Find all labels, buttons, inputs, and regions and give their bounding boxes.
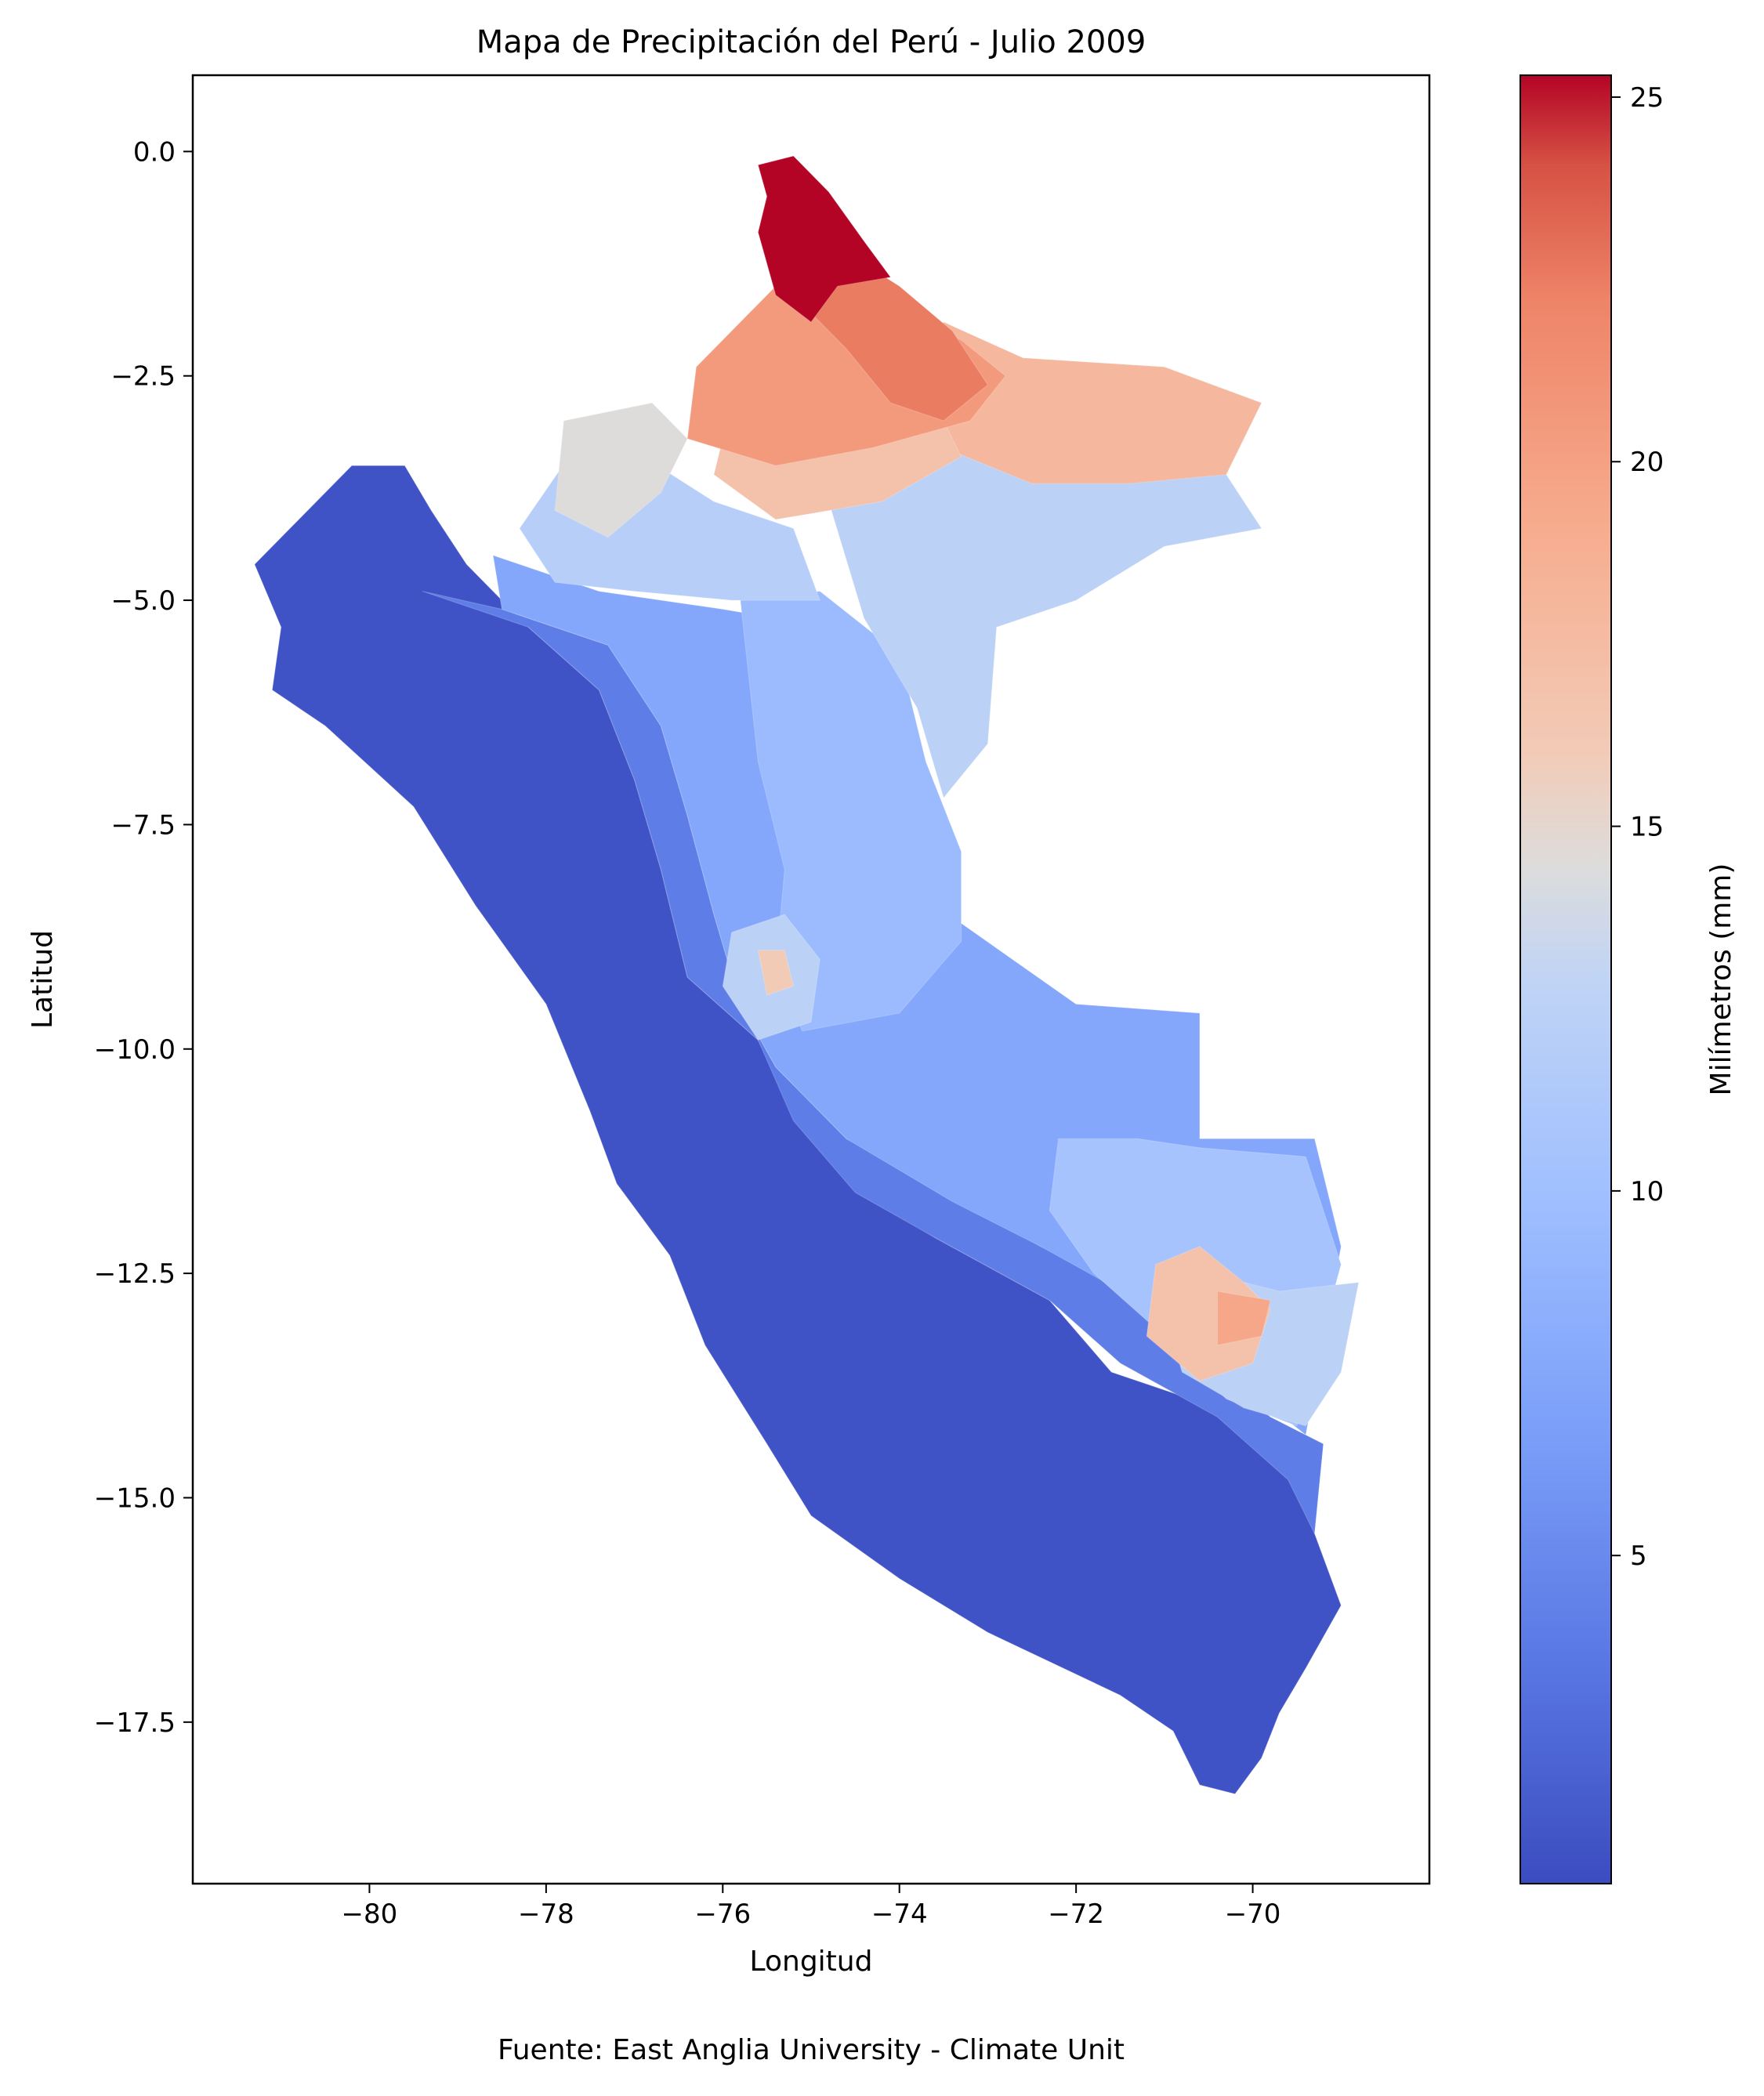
region-polygon (802, 241, 989, 422)
colorbar-tick-label: 15 (1630, 812, 1664, 843)
y-tick-label: −7.5 (110, 809, 176, 841)
y-tick-label: −5.0 (110, 585, 176, 617)
x-tick-label: −80 (342, 1899, 398, 1930)
y-axis-ticks: 0.0 −2.5 −5.0 −7.5 −10.0 −12.5 −15.0 −17.5 (94, 136, 193, 1739)
y-axis-label: Latitud (27, 930, 59, 1029)
colorbar (1520, 74, 1612, 1884)
chart-title: Mapa de Precipitación del Perú - Julio 2… (476, 24, 1146, 60)
colorbar-label: Milímetros (mm) (1705, 863, 1737, 1096)
x-tick-label: −70 (1225, 1899, 1281, 1930)
colorbar-tick-label: 20 (1630, 447, 1664, 478)
x-axis-label: Longitud (750, 1946, 873, 1978)
y-tick-label: −2.5 (110, 361, 176, 393)
source-note: Fuente: East Anglia University - Climate… (498, 2034, 1125, 2066)
x-tick-label: −76 (694, 1899, 751, 1930)
colorbar-tick-label: 5 (1630, 1540, 1647, 1572)
colorbar-ticks: 5 10 15 20 25 (1611, 82, 1664, 1572)
y-tick-label: −15.0 (94, 1482, 176, 1514)
y-tick-label: −12.5 (94, 1258, 176, 1290)
region-polygon (1146, 1246, 1271, 1382)
region-polygon (554, 402, 688, 538)
colorbar-tick-label: 10 (1630, 1176, 1664, 1207)
x-tick-label: −78 (518, 1899, 574, 1930)
x-tick-label: −72 (1048, 1899, 1104, 1930)
region-polygon (757, 155, 892, 323)
y-tick-label: −17.5 (94, 1707, 176, 1739)
x-tick-label: −74 (871, 1899, 928, 1930)
colorbar-tick-label: 25 (1630, 82, 1664, 114)
map-regions (254, 155, 1360, 1795)
region-polygon (757, 950, 795, 996)
y-tick-label: 0.0 (133, 136, 176, 168)
region-polygon (1216, 1291, 1271, 1346)
y-tick-label: −10.0 (94, 1034, 176, 1066)
x-axis-ticks: −80 −78 −76 −74 −72 −70 (342, 1884, 1281, 1930)
map-frame (191, 74, 1431, 1885)
